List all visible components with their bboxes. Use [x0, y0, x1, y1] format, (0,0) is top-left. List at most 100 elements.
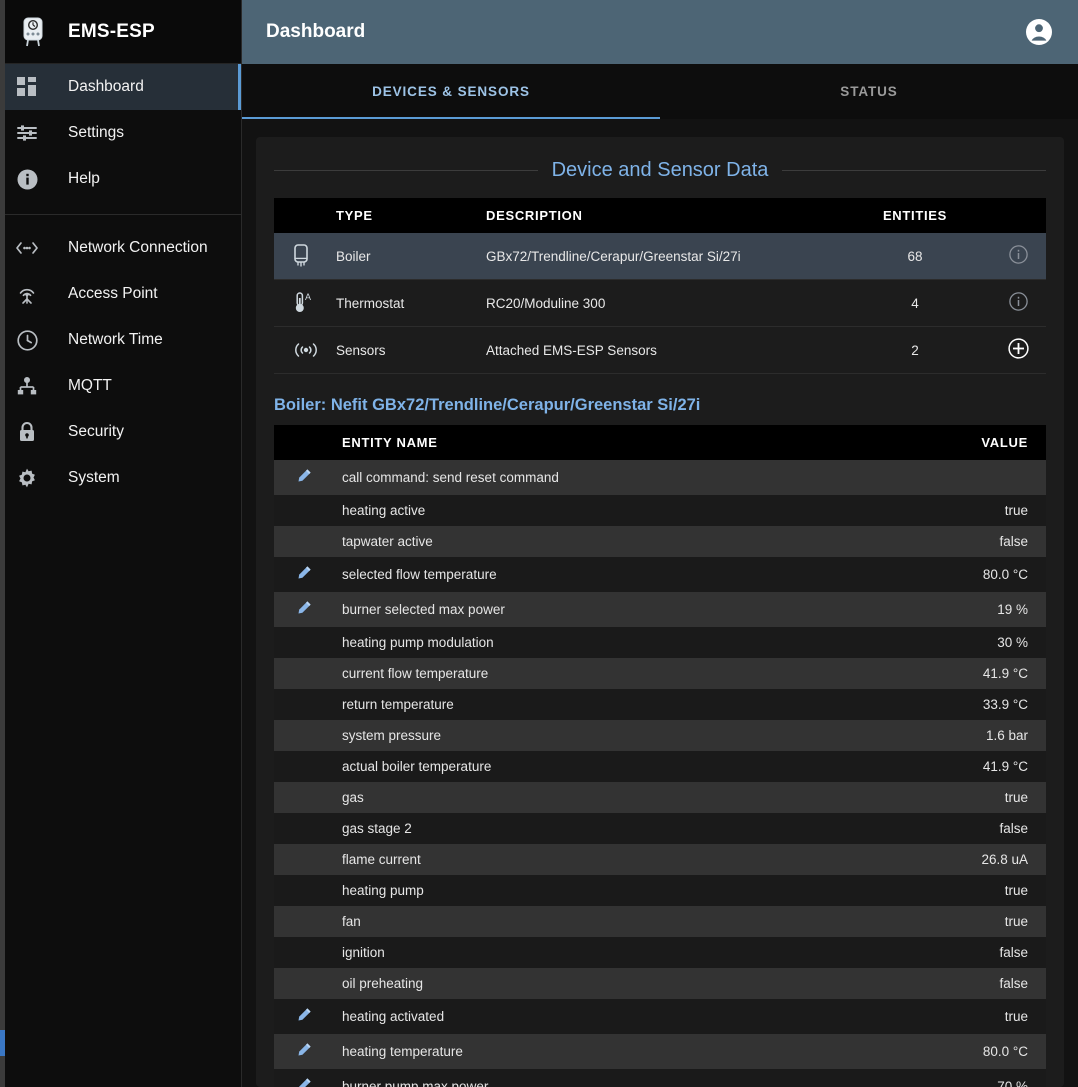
- entity-icon-cell: [274, 751, 334, 782]
- device-type: Thermostat: [328, 279, 478, 327]
- entity-icon-cell: [274, 495, 334, 526]
- sidebar-item-label: Help: [68, 170, 100, 187]
- table-row[interactable]: Sensors Attached EMS-ESP Sensors 2: [274, 326, 1046, 374]
- sidebar-item-mqtt[interactable]: MQTT: [0, 363, 241, 409]
- tab-devices-and-sensors[interactable]: DEVICES & SENSORS: [242, 64, 660, 119]
- sidebar-scrollbar-track[interactable]: [0, 0, 5, 1087]
- entity-icon-cell: [274, 937, 334, 968]
- sidebar-item-label: Access Point: [68, 285, 158, 302]
- col-type: TYPE: [328, 198, 478, 233]
- edit-pencil-icon[interactable]: [296, 1008, 312, 1026]
- entity-value: 80.0 °C: [846, 1034, 1046, 1069]
- table-row[interactable]: burner pump max power 70 %: [274, 1069, 1046, 1087]
- edit-pencil-icon[interactable]: [296, 566, 312, 584]
- entity-name: current flow temperature: [334, 658, 846, 689]
- col-entities: ENTITIES: [840, 198, 990, 233]
- sidebar-item-system[interactable]: System: [0, 455, 241, 501]
- device-entities-count: 68: [840, 233, 990, 280]
- table-row[interactable]: actual boiler temperature 41.9 °C: [274, 751, 1046, 782]
- brand-header: EMS-ESP: [0, 0, 241, 64]
- table-row[interactable]: gas stage 2 false: [274, 813, 1046, 844]
- sidebar-item-network-connection[interactable]: Network Connection: [0, 225, 241, 271]
- lock-icon: [14, 421, 40, 443]
- entity-name: return temperature: [334, 689, 846, 720]
- section-title: Device and Sensor Data: [551, 159, 769, 181]
- edit-pencil-icon[interactable]: [296, 601, 312, 619]
- device-type: Sensors: [328, 326, 478, 374]
- sidebar-item-help[interactable]: Help: [0, 156, 241, 202]
- sliders-icon: [14, 123, 40, 143]
- col-description: DESCRIPTION: [478, 198, 840, 233]
- device-table-body: Boiler GBx72/Trendline/Cerapur/Greenstar…: [274, 233, 1046, 374]
- sitemap-icon: [14, 376, 40, 396]
- device-description: GBx72/Trendline/Cerapur/Greenstar Si/27i: [478, 233, 840, 280]
- entity-icon-cell: [274, 782, 334, 813]
- sidebar-item-security[interactable]: Security: [0, 409, 241, 455]
- entity-name: heating temperature: [334, 1034, 846, 1069]
- sidebar-item-dashboard[interactable]: Dashboard: [0, 64, 241, 110]
- table-row[interactable]: current flow temperature 41.9 °C: [274, 658, 1046, 689]
- entity-value: 26.8 uA: [846, 844, 1046, 875]
- table-row[interactable]: gas true: [274, 782, 1046, 813]
- sidebar-item-network-time[interactable]: Network Time: [0, 317, 241, 363]
- divider-left: [274, 170, 538, 171]
- table-row[interactable]: burner selected max power 19 %: [274, 592, 1046, 627]
- edit-pencil-cell[interactable]: [274, 999, 334, 1034]
- edit-pencil-cell[interactable]: [274, 557, 334, 592]
- sidebar-scrollbar-thumb[interactable]: [0, 1030, 5, 1056]
- device-type-icon-cell: A: [274, 279, 328, 327]
- entity-icon-cell: [274, 526, 334, 557]
- table-row[interactable]: selected flow temperature 80.0 °C: [274, 557, 1046, 592]
- edit-pencil-icon[interactable]: [296, 1043, 312, 1061]
- dashboard-grid-icon: [14, 77, 40, 97]
- table-row[interactable]: return temperature 33.9 °C: [274, 689, 1046, 720]
- table-row[interactable]: heating activated true: [274, 999, 1046, 1034]
- table-row[interactable]: A Thermostat RC20/Moduline 300 4: [274, 279, 1046, 327]
- network-arrows-icon: [14, 240, 40, 256]
- info-circle-icon[interactable]: [1008, 292, 1028, 314]
- water-heater-icon: [282, 244, 320, 268]
- table-row[interactable]: Boiler GBx72/Trendline/Cerapur/Greenstar…: [274, 233, 1046, 280]
- entity-name: tapwater active: [334, 526, 846, 557]
- entity-icon-cell: [274, 875, 334, 906]
- entity-name: gas stage 2: [334, 813, 846, 844]
- edit-pencil-icon[interactable]: [296, 469, 312, 487]
- tab-label: DEVICES & SENSORS: [372, 84, 530, 99]
- sidebar-divider: [0, 214, 241, 215]
- top-app-bar: Dashboard: [242, 0, 1078, 64]
- table-row[interactable]: call command: send reset command: [274, 460, 1046, 495]
- edit-pencil-cell[interactable]: [274, 1034, 334, 1069]
- entity-value: false: [846, 813, 1046, 844]
- table-row[interactable]: fan true: [274, 906, 1046, 937]
- tab-status[interactable]: STATUS: [660, 64, 1078, 119]
- entity-icon-cell: [274, 813, 334, 844]
- edit-pencil-cell[interactable]: [274, 1069, 334, 1087]
- plus-circle-icon[interactable]: [1007, 338, 1029, 362]
- sidebar-item-label: Network Time: [68, 331, 163, 348]
- table-row[interactable]: heating active true: [274, 495, 1046, 526]
- sidebar-item-access-point[interactable]: Access Point: [0, 271, 241, 317]
- device-action-cell: [990, 326, 1046, 374]
- table-row[interactable]: tapwater active false: [274, 526, 1046, 557]
- edit-pencil-cell[interactable]: [274, 592, 334, 627]
- table-row[interactable]: ignition false: [274, 937, 1046, 968]
- table-row[interactable]: oil preheating false: [274, 968, 1046, 999]
- info-circle-icon[interactable]: [1008, 245, 1028, 267]
- main-area: Dashboard DEVICES & SENSORS STATUS: [242, 0, 1078, 1087]
- table-row[interactable]: heating pump modulation 30 %: [274, 627, 1046, 658]
- col-icon: [274, 198, 328, 233]
- entity-table-head: ENTITY NAME VALUE: [274, 425, 1046, 460]
- edit-pencil-icon[interactable]: [296, 1078, 312, 1087]
- table-row[interactable]: system pressure 1.6 bar: [274, 720, 1046, 751]
- table-row[interactable]: flame current 26.8 uA: [274, 844, 1046, 875]
- table-row[interactable]: heating pump true: [274, 875, 1046, 906]
- edit-pencil-cell[interactable]: [274, 460, 334, 495]
- entity-value: true: [846, 999, 1046, 1034]
- entity-name: burner pump max power: [334, 1069, 846, 1087]
- table-row[interactable]: heating temperature 80.0 °C: [274, 1034, 1046, 1069]
- entity-name: burner selected max power: [334, 592, 846, 627]
- account-circle-icon[interactable]: [1024, 17, 1054, 47]
- access-point-icon: [14, 283, 40, 305]
- entity-value: 80.0 °C: [846, 557, 1046, 592]
- sidebar-item-settings[interactable]: Settings: [0, 110, 241, 156]
